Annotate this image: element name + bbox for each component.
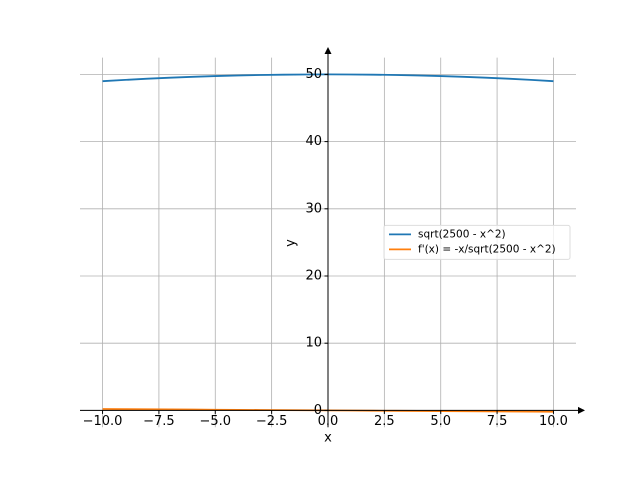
- legend: sqrt(2500 - x^2) f'(x) = -x/sqrt(2500 - x…: [383, 224, 571, 260]
- y-axis-arrow: [324, 47, 332, 54]
- y-tick-label: 50: [305, 67, 322, 82]
- y-tick-label: 0: [314, 403, 322, 418]
- y-tick-label: 20: [305, 269, 322, 284]
- x-tick-label: 5.0: [430, 414, 451, 429]
- x-tick-label: 7.5: [487, 414, 508, 429]
- x-tick-label: 0.0: [318, 414, 339, 429]
- x-axis-arrow: [578, 406, 585, 414]
- x-tick-label: −5.0: [199, 414, 231, 429]
- x-tick-label: −2.5: [256, 414, 288, 429]
- x-tick-label: 10.0: [539, 414, 568, 429]
- y-tick-label: 10: [305, 336, 322, 351]
- y-tick-label: 40: [305, 134, 322, 149]
- x-tick-label: −7.5: [143, 414, 175, 429]
- y-tick-label: 30: [305, 201, 322, 216]
- x-axis-label: x: [324, 431, 332, 446]
- y-axis-label: y: [284, 239, 299, 247]
- x-tick-label: −10.0: [83, 414, 123, 429]
- legend-label: f'(x) = -x/sqrt(2500 - x^2): [418, 243, 556, 255]
- legend-label: sqrt(2500 - x^2): [418, 228, 506, 240]
- x-tick-label: 2.5: [374, 414, 395, 429]
- legend-box: [383, 224, 571, 260]
